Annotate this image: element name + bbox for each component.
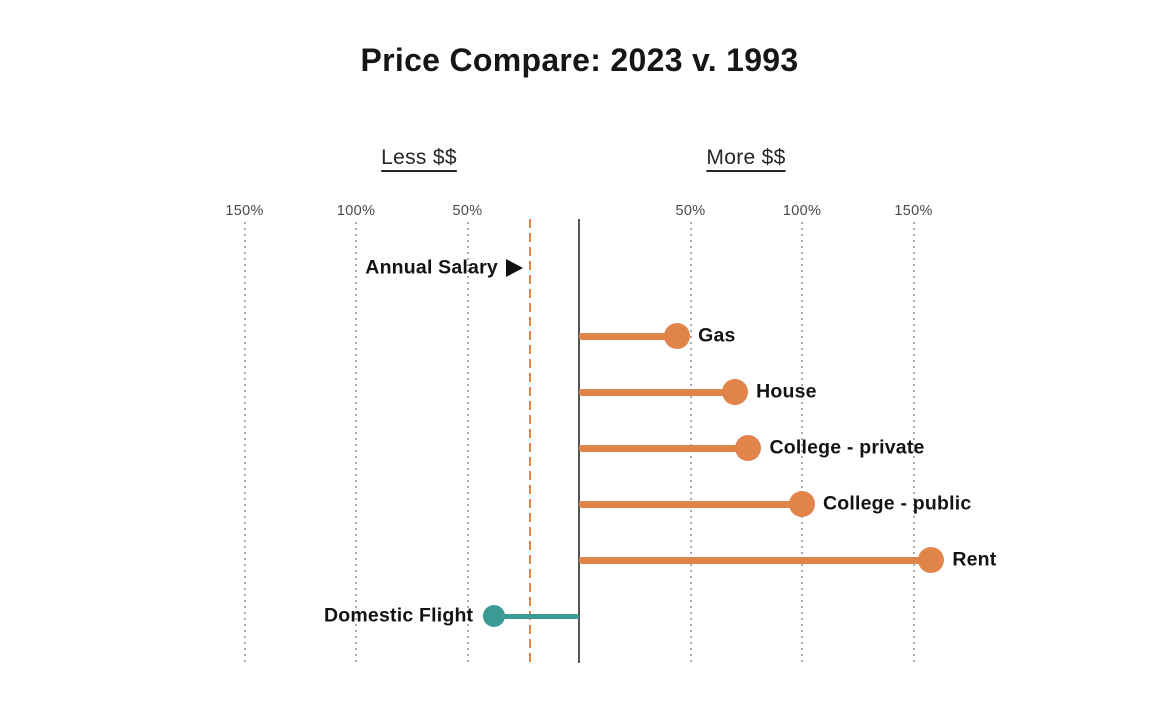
lollipop-stick-house bbox=[579, 388, 736, 396]
lollipop-dot-rent bbox=[918, 547, 945, 573]
annual-salary-label: Annual Salary bbox=[365, 256, 498, 279]
chart-title: Price Compare: 2023 v. 1993 bbox=[360, 42, 799, 78]
category-label-gas: Gas bbox=[698, 324, 736, 347]
category-label-college-private: College - private bbox=[769, 436, 925, 459]
lollipop-stick-college-public bbox=[579, 500, 802, 508]
lollipop-dot-gas bbox=[664, 323, 691, 349]
zero-axis-line bbox=[578, 219, 580, 663]
axis-tick-label: 100% bbox=[336, 203, 376, 219]
axis-tick-label: 150% bbox=[894, 203, 933, 219]
gridline bbox=[689, 222, 692, 663]
salary-reference-line bbox=[528, 219, 531, 663]
less-money-label: Less $$ bbox=[381, 146, 457, 169]
lollipop-dot-domestic-flight bbox=[483, 605, 506, 627]
gridline bbox=[355, 222, 357, 663]
axis-tick-label: 50% bbox=[452, 203, 483, 219]
category-label-domestic-flight: Domestic Flight bbox=[323, 604, 474, 627]
lollipop-dot-college-private bbox=[735, 435, 762, 461]
lollipop-dot-college-public bbox=[789, 491, 815, 517]
lollipop-stick-rent bbox=[579, 556, 932, 564]
category-label-rent: Rent bbox=[952, 548, 997, 571]
more-money-label: More $$ bbox=[706, 146, 786, 169]
category-label-college-public: College - public bbox=[823, 492, 972, 515]
gridline bbox=[466, 222, 469, 663]
axis-tick-label: 100% bbox=[782, 203, 822, 219]
gridline bbox=[912, 222, 915, 663]
axis-tick-label: 50% bbox=[675, 203, 706, 219]
lollipop-stick-college-private bbox=[579, 444, 749, 452]
axis-tick-label: 150% bbox=[225, 203, 264, 219]
lollipop-stick-gas bbox=[579, 332, 678, 340]
lollipop-dot-house bbox=[722, 379, 749, 405]
lollipop-stick-domestic-flight bbox=[494, 613, 579, 619]
gridline bbox=[801, 222, 803, 663]
category-label-house: House bbox=[756, 380, 817, 403]
salary-marker-triangle bbox=[505, 259, 523, 277]
gridline bbox=[243, 222, 246, 663]
